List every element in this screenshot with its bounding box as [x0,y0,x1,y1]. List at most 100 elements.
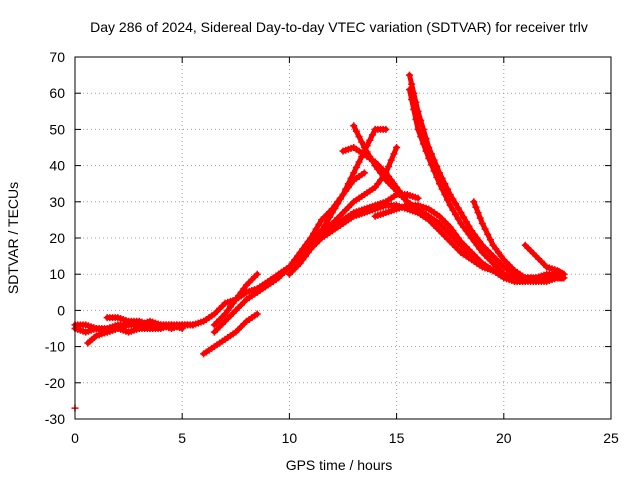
data-point [336,195,344,203]
data-point [449,227,457,235]
data-point [472,203,480,211]
data-point [414,194,422,202]
data-point [492,245,500,253]
data-point [444,196,452,204]
y-tick-label: 0 [57,302,65,318]
data-point [449,195,457,203]
data-point [405,86,413,94]
data-point [352,127,360,135]
series-arc-19 [521,241,568,278]
data-point [405,71,413,79]
data-point [253,270,261,278]
data-point [489,241,497,249]
chart-title: Day 286 of 2024, Sidereal Day-to-day VTE… [90,19,588,35]
data-point [430,167,438,175]
y-tick-label: 40 [49,158,65,174]
series-line [276,126,389,277]
data-point [454,234,462,242]
y-axis-title: SDTVAR / TECUs [5,182,21,294]
data-point [253,310,261,318]
data-point [360,144,368,151]
data-point [486,236,494,244]
y-tick-label: 10 [49,266,65,282]
y-tick-label: -20 [45,375,65,391]
data-point [331,204,339,212]
data-point [342,185,350,193]
x-tick-label: 25 [603,430,619,446]
y-tick-label: -10 [45,339,65,355]
data-point [462,227,470,235]
series-arc-17 [405,86,529,285]
x-tick-label: 20 [496,430,512,446]
data-point [374,165,382,173]
y-tick-label: -30 [45,411,65,427]
data-point [410,105,418,113]
data-point [532,277,540,285]
grid-lines [75,57,611,419]
data-point [360,169,368,177]
data-point [474,209,482,217]
x-axis-title: GPS time / hours [286,457,393,473]
tick-labels: 0 5 10 15 20 25 -30 -20 -10 0 10 20 30 40 50 60 70 [45,49,619,446]
data-point [232,296,240,304]
data-point [237,288,245,296]
data-point [393,144,401,151]
data-point [465,222,473,230]
data-point [355,158,363,166]
y-tick-label: 60 [49,85,65,101]
data-point [462,218,470,226]
data-point [465,230,473,238]
data-point [454,215,462,223]
data-point [460,223,468,231]
data-point [433,173,441,181]
data-point [387,156,395,164]
data-point [350,169,358,177]
data-point [414,125,422,133]
data-point [408,96,416,104]
data-point [452,230,460,238]
y-tick-label: 50 [49,121,65,137]
data-point [412,115,420,123]
y-tick-label: 30 [49,194,65,210]
series-arc-4 [103,263,293,329]
data-point [315,220,323,228]
series-line [372,202,567,281]
data-point [470,198,478,206]
data-point [476,214,484,222]
data-point [224,306,232,314]
data-point [484,230,492,238]
data-point [379,172,387,180]
data-point [312,225,320,233]
data-point [454,204,462,212]
x-tick-label: 5 [178,430,186,446]
data-point [234,292,242,300]
data-point [497,252,505,260]
data-point [350,122,358,130]
data-point [366,136,374,144]
data-point [366,153,374,161]
data-point [476,245,484,253]
y-tick-label: 70 [49,49,65,65]
data-point [326,213,334,221]
data-point [441,191,449,199]
data-point [382,125,390,133]
data-point [408,80,416,88]
data-point [478,220,486,228]
data-point [452,210,460,218]
series-line [104,264,292,328]
series-arc-5 [200,310,261,358]
data-point [371,162,379,170]
data-point [438,185,446,193]
data-point [427,161,435,169]
data-point [328,209,336,217]
data-point [240,285,248,293]
data-point [344,180,352,188]
series-arc-6 [210,288,261,336]
data-point [481,225,489,233]
data-point [352,163,360,171]
data-point [457,209,465,217]
series-arc-15 [371,201,568,282]
data-point [221,310,229,318]
data-point [414,209,422,217]
